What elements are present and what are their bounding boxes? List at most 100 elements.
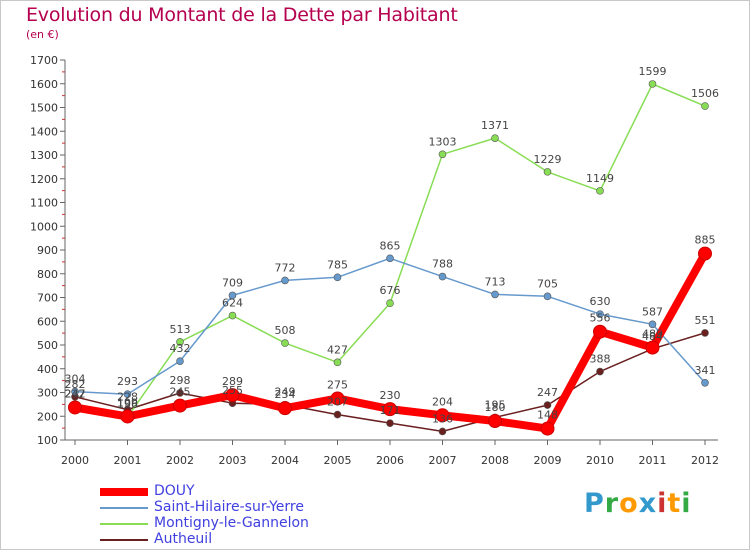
data-label-saint-hilaire-sur-yerre: 293 xyxy=(117,375,138,388)
data-label-saint-hilaire-sur-yerre: 304 xyxy=(65,373,86,386)
data-point-saint-hilaire-sur-yerre xyxy=(176,357,184,365)
y-tick-label: 800 xyxy=(37,268,58,281)
logo-letter: o xyxy=(619,488,639,519)
logo-letter: r xyxy=(604,488,620,519)
data-label-douy: 275 xyxy=(327,378,348,391)
data-point-montigny-le-gannelon xyxy=(491,134,499,142)
y-tick-label: 200 xyxy=(37,410,58,423)
x-tick-label: 2009 xyxy=(534,454,562,467)
data-point-montigny-le-gannelon xyxy=(438,150,447,159)
data-point-douy xyxy=(645,340,660,355)
data-point-douy xyxy=(173,398,187,413)
x-tick-label: 2000 xyxy=(61,454,89,467)
x-tick-label: 2010 xyxy=(586,454,614,467)
data-label-autheuil: 282 xyxy=(65,378,86,391)
y-tick-label: 700 xyxy=(37,292,58,305)
data-point-douy xyxy=(698,246,712,261)
data-label-autheuil: 207 xyxy=(327,396,348,409)
data-point-montigny-le-gannelon xyxy=(228,311,237,320)
data-label-saint-hilaire-sur-yerre: 788 xyxy=(432,258,453,271)
data-point-autheuil xyxy=(596,367,604,376)
data-label-autheuil: 298 xyxy=(170,374,191,387)
data-point-montigny-le-gannelon xyxy=(176,338,184,346)
data-label-montigny-le-gannelon: 196 xyxy=(117,398,138,411)
y-tick-label: 500 xyxy=(37,339,58,352)
data-point-autheuil xyxy=(333,410,342,419)
data-label-saint-hilaire-sur-yerre: 705 xyxy=(537,277,558,290)
data-point-douy xyxy=(488,414,502,428)
data-point-saint-hilaire-sur-yerre xyxy=(648,320,657,329)
x-tick-label: 2005 xyxy=(324,454,352,467)
data-point-douy xyxy=(540,421,555,436)
x-tick-label: 2004 xyxy=(271,454,299,467)
data-point-douy xyxy=(383,402,397,417)
data-point-saint-hilaire-sur-yerre xyxy=(596,310,604,318)
x-tick-label: 2008 xyxy=(481,454,509,467)
data-point-autheuil xyxy=(176,389,184,397)
data-label-autheuil: 195 xyxy=(485,398,506,411)
x-tick-label: 2001 xyxy=(114,454,142,467)
data-label-montigny-le-gannelon: 676 xyxy=(380,284,401,297)
data-label-saint-hilaire-sur-yerre: 865 xyxy=(380,239,401,252)
data-point-montigny-le-gannelon xyxy=(596,187,604,195)
data-point-saint-hilaire-sur-yerre xyxy=(701,378,709,387)
data-label-douy: 180 xyxy=(485,401,506,414)
data-point-montigny-le-gannelon xyxy=(701,102,709,110)
data-point-montigny-le-gannelon xyxy=(281,339,289,347)
data-label-autheuil: 255 xyxy=(222,384,243,397)
data-labels: 282 228 298 255 249 207 171 136 195 247 388 484 551 2… xyxy=(65,65,720,425)
data-point-saint-hilaire-sur-yerre xyxy=(386,254,394,263)
data-label-douy: 199 xyxy=(117,396,138,409)
y-tick-label: 1500 xyxy=(30,102,58,115)
data-label-saint-hilaire-sur-yerre: 630 xyxy=(590,295,611,308)
data-point-saint-hilaire-sur-yerre xyxy=(123,390,132,398)
data-label-douy: 237 xyxy=(65,387,86,400)
data-label-saint-hilaire-sur-yerre: 709 xyxy=(222,276,243,289)
data-label-saint-hilaire-sur-yerre: 587 xyxy=(642,305,663,318)
data-label-douy: 556 xyxy=(590,312,611,325)
data-label-douy: 289 xyxy=(222,375,243,388)
data-label-saint-hilaire-sur-yerre: 432 xyxy=(170,342,191,355)
data-label-autheuil: 249 xyxy=(275,386,296,399)
y-tick-label: 400 xyxy=(37,363,58,376)
data-point-douy xyxy=(120,409,135,424)
legend-swatch xyxy=(100,539,148,541)
data-label-montigny-le-gannelon: 1599 xyxy=(639,65,667,78)
data-point-douy xyxy=(225,388,240,403)
x-tick-label: 2012 xyxy=(691,454,719,467)
data-label-saint-hilaire-sur-yerre: 772 xyxy=(275,261,296,274)
data-label-douy: 234 xyxy=(275,388,296,401)
line-chart: 100 200 300 400 500 600 700 800 900 1000 1100 1200 1… xyxy=(30,54,720,467)
data-point-montigny-le-gannelon xyxy=(543,168,552,176)
data-point-saint-hilaire-sur-yerre xyxy=(438,272,447,281)
x-tick-label: 2003 xyxy=(219,454,247,467)
y-tick-label: 1300 xyxy=(30,149,58,162)
y-tick-label: 1400 xyxy=(30,125,58,138)
y-tick-label: 1200 xyxy=(30,173,58,186)
data-point-saint-hilaire-sur-yerre xyxy=(333,273,342,282)
data-label-autheuil: 551 xyxy=(695,314,716,327)
data-point-montigny-le-gannelon xyxy=(648,80,657,88)
data-label-montigny-le-gannelon: 1303 xyxy=(429,135,457,148)
logo-letter: i xyxy=(681,488,692,519)
data-label-saint-hilaire-sur-yerre: 785 xyxy=(327,258,348,271)
y-tick-label: 100 xyxy=(37,434,58,447)
chart-subtitle: (en €) xyxy=(26,28,59,41)
data-point-saint-hilaire-sur-yerre xyxy=(228,291,237,300)
data-label-montigny-le-gannelon: 513 xyxy=(170,323,191,336)
data-label-douy: 230 xyxy=(380,389,401,402)
logo-letter: P xyxy=(584,488,605,519)
data-point-douy xyxy=(435,408,450,423)
y-tick-label: 300 xyxy=(37,387,58,400)
y-tick-label: 600 xyxy=(37,315,58,328)
x-tick-label: 2007 xyxy=(429,454,457,467)
data-label-autheuil: 484 xyxy=(642,330,663,343)
data-point-saint-hilaire-sur-yerre xyxy=(491,290,499,299)
data-label-autheuil: 171 xyxy=(380,404,401,417)
data-label-autheuil: 247 xyxy=(537,386,558,399)
data-label-montigny-le-gannelon: 624 xyxy=(222,297,243,310)
data-label-autheuil: 136 xyxy=(432,412,453,425)
data-label-douy: 204 xyxy=(432,395,453,408)
data-label-montigny-le-gannelon: 1229 xyxy=(534,153,562,166)
